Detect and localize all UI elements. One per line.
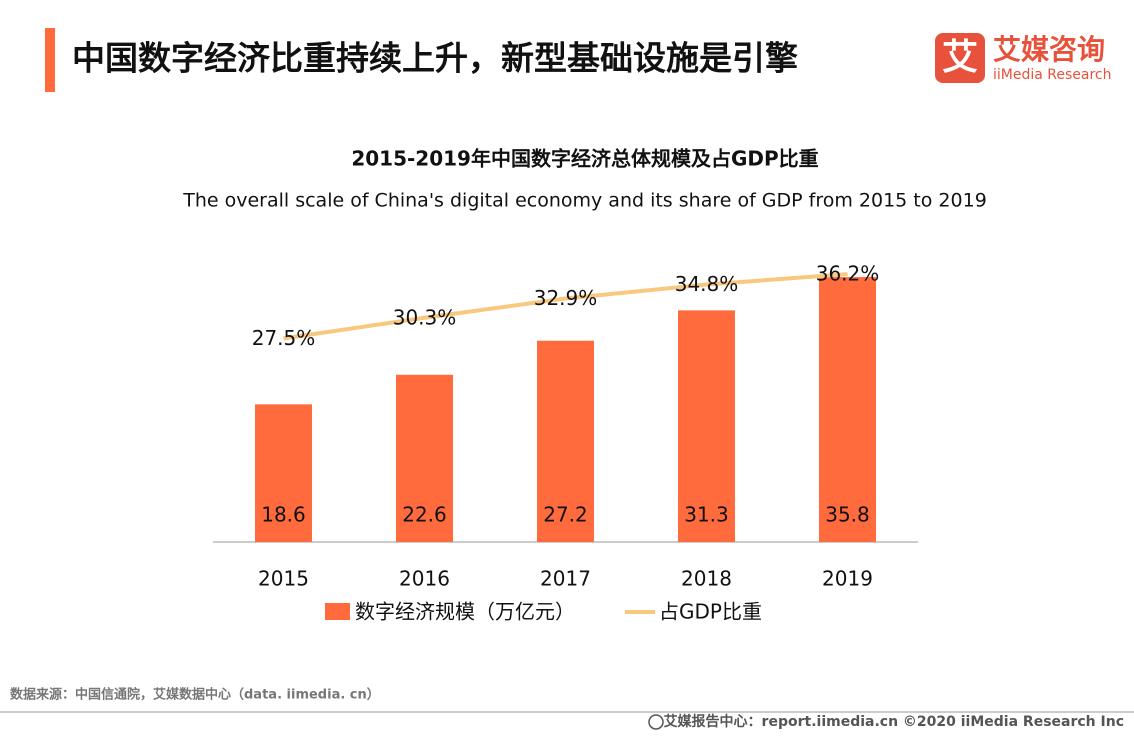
chart-subtitle: The overall scale of China's digital eco… (182, 190, 987, 212)
logo-icon (935, 33, 985, 83)
legend-swatch (325, 603, 350, 620)
bar-value-label: 27.2 (543, 503, 588, 527)
bar (537, 340, 594, 542)
x-tick-label: 2015 (258, 567, 309, 591)
bar-value-label: 22.6 (402, 503, 447, 527)
chart-title: 2015-2019年中国数字经济总体规模及占GDP比重 (351, 147, 818, 171)
x-tick-label: 2019 (822, 567, 873, 591)
x-tick-label: 2016 (399, 567, 450, 591)
bar (255, 404, 312, 542)
logo-en: iiMedia Research (993, 67, 1112, 83)
line-value-label: 30.3% (393, 305, 457, 329)
logo-cn: 艾媒咨询 (993, 33, 1105, 66)
bar (819, 277, 876, 542)
bar-value-label: 18.6 (261, 503, 306, 527)
x-tick-label: 2018 (681, 567, 732, 591)
logo-mark: 艾 (942, 37, 978, 78)
title-accent (45, 28, 55, 92)
bar (396, 374, 453, 542)
line-value-label: 32.9% (534, 286, 598, 310)
line (283, 272, 848, 341)
bar-value-label: 35.8 (825, 503, 870, 527)
x-tick-label: 2017 (540, 567, 591, 591)
footer-credit: 艾媒报告中心：report.iimedia.cn ©2020 iiMedia R… (664, 713, 1124, 730)
source-note: 数据来源：中国信通院，艾媒数据中心（data. iimedia. cn） (10, 687, 380, 703)
legend-label: 占GDP比重 (659, 600, 762, 624)
bar-value-label: 31.3 (684, 503, 729, 527)
bar (678, 310, 735, 542)
legend-label: 数字经济规模（万亿元） (355, 600, 575, 624)
line-value-label: 34.8% (675, 272, 739, 296)
page-title: 中国数字经济比重持续上升，新型基础设施是引擎 (72, 39, 798, 78)
line-value-label: 36.2% (816, 262, 880, 286)
footer-icon (648, 714, 664, 730)
line-value-label: 27.5% (252, 326, 316, 350)
